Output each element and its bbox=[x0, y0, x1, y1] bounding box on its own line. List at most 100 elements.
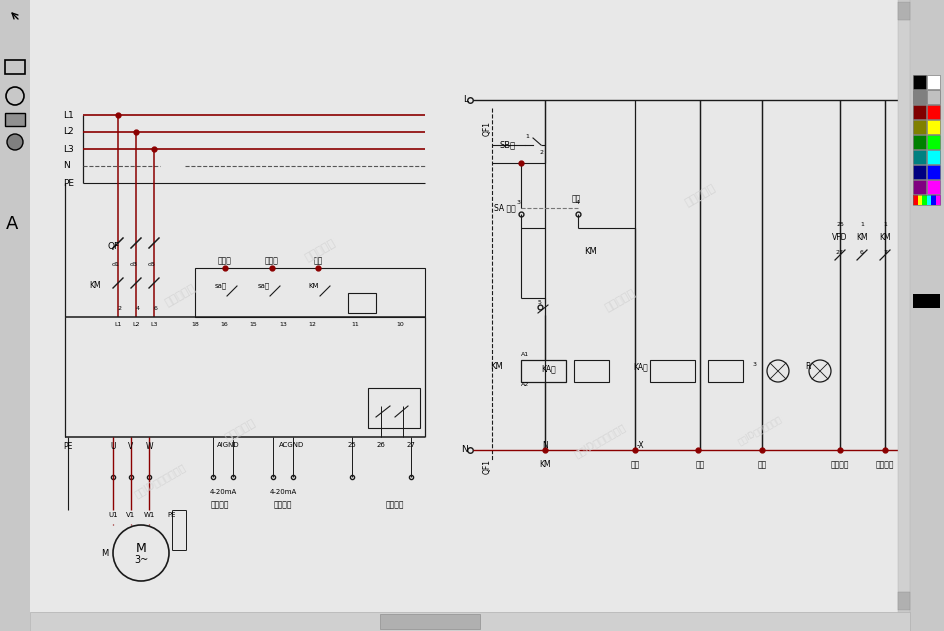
Bar bbox=[912, 120, 925, 134]
Bar bbox=[347, 293, 376, 313]
Text: 10: 10 bbox=[396, 322, 403, 327]
Bar bbox=[897, 592, 909, 610]
Text: 店铺ID：工控学习吧: 店铺ID：工控学习吧 bbox=[735, 414, 783, 446]
Text: KM: KM bbox=[308, 283, 318, 289]
Text: N: N bbox=[461, 445, 467, 454]
Bar bbox=[935, 195, 939, 205]
Bar bbox=[926, 180, 939, 194]
Text: KM: KM bbox=[855, 233, 867, 242]
Text: 店铺ID：工控学习吧: 店铺ID：工控学习吧 bbox=[572, 422, 627, 459]
Text: V: V bbox=[128, 442, 133, 451]
Text: 1: 1 bbox=[882, 223, 886, 228]
Text: M: M bbox=[101, 548, 108, 558]
Text: 25: 25 bbox=[347, 442, 356, 448]
Text: 7: 7 bbox=[882, 249, 886, 254]
Text: KM: KM bbox=[539, 460, 550, 469]
Bar bbox=[912, 90, 925, 104]
Text: R: R bbox=[804, 362, 810, 371]
Text: L2: L2 bbox=[63, 127, 74, 136]
Text: KM: KM bbox=[878, 233, 890, 242]
Text: 18: 18 bbox=[191, 322, 198, 327]
Text: QF: QF bbox=[108, 242, 120, 251]
Text: 3: 3 bbox=[516, 201, 520, 206]
Text: 工控学习吧: 工控学习吧 bbox=[163, 283, 196, 307]
Text: 工控学习吧: 工控学习吧 bbox=[602, 287, 636, 312]
Text: 13: 13 bbox=[278, 322, 287, 327]
Text: 25: 25 bbox=[835, 223, 843, 228]
Text: PE: PE bbox=[63, 179, 74, 187]
Bar bbox=[917, 195, 921, 205]
Text: -X: -X bbox=[635, 440, 643, 449]
Text: 1: 1 bbox=[859, 223, 863, 228]
Bar bbox=[897, 2, 909, 20]
Text: W: W bbox=[145, 442, 153, 451]
Text: U: U bbox=[110, 442, 115, 451]
Bar bbox=[573, 360, 608, 382]
Bar bbox=[194, 268, 425, 317]
Text: 工控学习吧: 工控学习吧 bbox=[303, 237, 336, 262]
Bar bbox=[5, 60, 25, 74]
Bar bbox=[926, 165, 939, 179]
Text: sa模: sa模 bbox=[215, 283, 227, 289]
Text: KA故: KA故 bbox=[632, 362, 647, 371]
Bar bbox=[912, 180, 925, 194]
Text: SA 手动: SA 手动 bbox=[494, 204, 515, 213]
Text: A2: A2 bbox=[520, 382, 529, 387]
Text: W1: W1 bbox=[143, 512, 155, 518]
Text: N: N bbox=[542, 440, 548, 449]
Text: 5: 5 bbox=[537, 300, 541, 305]
Text: KM: KM bbox=[583, 247, 596, 256]
Bar bbox=[921, 195, 926, 205]
Text: KM: KM bbox=[89, 281, 100, 290]
Bar bbox=[925, 195, 931, 205]
Text: QF1: QF1 bbox=[482, 459, 491, 473]
Text: 3~: 3~ bbox=[134, 555, 148, 565]
Text: 27: 27 bbox=[406, 442, 415, 448]
Text: 后停: 后停 bbox=[313, 256, 322, 266]
Text: 6: 6 bbox=[154, 305, 158, 310]
Text: 输出品味: 输出品味 bbox=[274, 500, 292, 509]
Text: KM: KM bbox=[490, 362, 502, 371]
Bar bbox=[520, 360, 565, 382]
Bar bbox=[5, 113, 25, 126]
Text: sa模: sa模 bbox=[258, 283, 270, 289]
Text: 店铺ID：工控学习吧: 店铺ID：工控学习吧 bbox=[132, 461, 187, 498]
Bar bbox=[912, 135, 925, 149]
Text: L: L bbox=[463, 95, 467, 105]
Text: 运行: 运行 bbox=[630, 460, 639, 469]
Text: 运行指示: 运行指示 bbox=[830, 460, 849, 469]
Text: 自动: 自动 bbox=[571, 194, 580, 204]
Text: QF1: QF1 bbox=[482, 121, 491, 136]
Bar bbox=[926, 105, 939, 119]
Text: 6: 6 bbox=[859, 249, 863, 254]
Bar bbox=[912, 294, 939, 308]
Text: A1: A1 bbox=[520, 353, 529, 358]
Bar bbox=[379, 614, 480, 629]
Bar bbox=[367, 388, 419, 428]
Text: AIGND: AIGND bbox=[216, 442, 239, 448]
Bar bbox=[926, 75, 939, 89]
Text: 11: 11 bbox=[351, 322, 359, 327]
Text: M: M bbox=[136, 541, 146, 555]
Text: L2: L2 bbox=[132, 322, 140, 327]
Bar bbox=[930, 195, 935, 205]
Text: 多变: 多变 bbox=[695, 460, 704, 469]
Text: d5: d5 bbox=[148, 261, 156, 266]
Text: KA等: KA等 bbox=[540, 364, 555, 373]
Text: 故障: 故障 bbox=[756, 460, 766, 469]
Bar bbox=[649, 360, 694, 382]
Text: PE: PE bbox=[63, 442, 73, 451]
Text: d1: d1 bbox=[112, 261, 120, 266]
Text: 16: 16 bbox=[220, 322, 228, 327]
Bar bbox=[926, 150, 939, 164]
Bar bbox=[912, 75, 925, 89]
Text: 工控学习吧: 工控学习吧 bbox=[683, 182, 716, 208]
Bar bbox=[926, 135, 939, 149]
Text: 15: 15 bbox=[249, 322, 257, 327]
Bar bbox=[707, 360, 742, 382]
Text: 4-20mA: 4-20mA bbox=[210, 489, 236, 495]
Text: 12: 12 bbox=[308, 322, 315, 327]
Text: 4: 4 bbox=[576, 201, 580, 206]
Bar bbox=[912, 105, 925, 119]
Text: 4-20mA: 4-20mA bbox=[269, 489, 296, 495]
